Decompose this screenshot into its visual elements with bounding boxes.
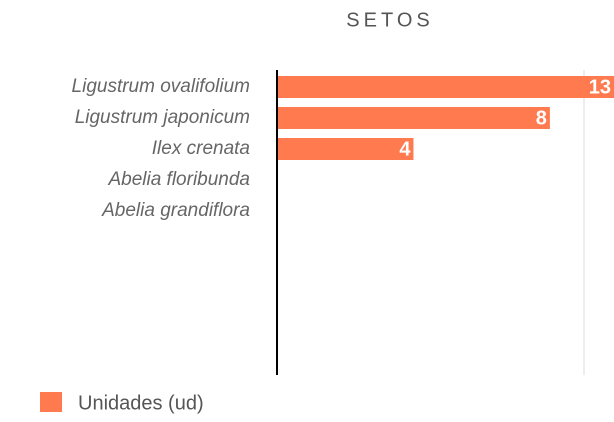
y-tick-label: Ligustrum ovalifolium bbox=[72, 76, 250, 97]
y-tick-label: Abelia grandiflora bbox=[101, 200, 250, 221]
y-tick-label: Ligustrum japonicum bbox=[75, 107, 250, 128]
data-label: 8 bbox=[536, 107, 547, 129]
bar bbox=[277, 76, 614, 98]
bar bbox=[277, 138, 414, 160]
y-tick-label: Abelia floribunda bbox=[107, 169, 250, 190]
data-label: 13 bbox=[589, 76, 611, 98]
bar bbox=[277, 107, 550, 129]
y-tick-label: Ilex crenata bbox=[152, 138, 250, 159]
chart-title: SETOS bbox=[346, 9, 433, 31]
legend-swatch bbox=[40, 392, 62, 412]
data-label: 4 bbox=[399, 138, 411, 160]
legend-label: Unidades (ud) bbox=[78, 392, 204, 414]
